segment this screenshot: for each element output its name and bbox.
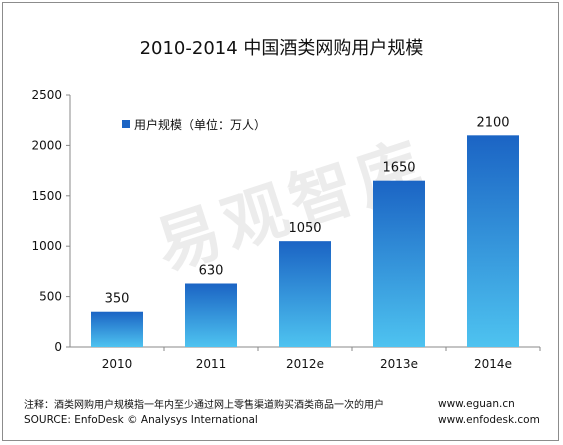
data-label: 1650 xyxy=(382,161,415,176)
x-tick-label: 2010 xyxy=(102,357,133,371)
data-label: 1050 xyxy=(288,221,321,236)
y-tick-label: 1000 xyxy=(31,239,62,253)
x-tick-label: 2012e xyxy=(286,357,324,371)
chart-title: 2010-2014 中国酒类网购用户规模 xyxy=(139,38,424,59)
bar xyxy=(185,283,237,347)
data-label: 2100 xyxy=(476,115,509,130)
chart-frame xyxy=(2,2,559,441)
x-tick-label: 2014e xyxy=(474,357,512,371)
x-tick-label: 2011 xyxy=(196,357,227,371)
data-label: 350 xyxy=(105,292,130,307)
data-label: 630 xyxy=(199,263,224,278)
y-tick-label: 1500 xyxy=(31,189,62,203)
website-eguan: www.eguan.cn xyxy=(438,398,515,410)
bar xyxy=(279,241,331,347)
footnote: 注释：酒类网购用户规模指一年内至少通过网上零售渠道购买酒类商品一次的用户 xyxy=(24,400,384,411)
source-line: SOURCE: EnfoDesk © Analysys Internationa… xyxy=(24,414,258,426)
y-tick-label: 0 xyxy=(54,340,62,354)
y-tick-label: 2500 xyxy=(31,88,62,102)
legend-label: 用户规模（单位：万人） xyxy=(134,117,266,132)
bar xyxy=(467,135,519,347)
bar xyxy=(373,180,425,347)
y-tick-label: 500 xyxy=(39,290,62,304)
bar xyxy=(91,311,143,347)
x-tick-label: 2013e xyxy=(380,357,418,371)
website-enfodesk: www.enfodesk.com xyxy=(438,414,540,426)
legend-swatch xyxy=(122,120,130,128)
y-tick-label: 2000 xyxy=(31,138,62,152)
